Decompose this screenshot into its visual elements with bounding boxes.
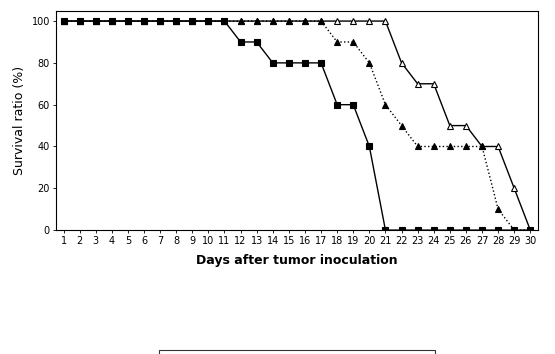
Control [205,19,211,23]
고로써 수액 [76,19,83,23]
Control [478,228,485,232]
고로써 수액 [108,19,115,23]
Control [237,40,244,44]
우산고로써 수액 [527,228,534,232]
Control [350,103,356,107]
고로써 수액 [205,19,211,23]
우산고로써 수액 [285,19,292,23]
우산고로써 수액 [253,19,260,23]
우산고로써 수액 [431,82,437,86]
Control [221,19,228,23]
고로써 수액 [237,19,244,23]
고로써 수액 [60,19,67,23]
고로써 수액 [334,40,340,44]
우산고로써 수액 [511,186,517,190]
고로써 수액 [269,19,276,23]
고로써 수액 [414,144,421,149]
우산고로써 수액 [140,19,147,23]
고로써 수액 [140,19,147,23]
Control [431,228,437,232]
고로써 수액 [221,19,228,23]
고로써 수액 [173,19,179,23]
Control [60,19,67,23]
Control [189,19,196,23]
고로써 수액 [462,144,469,149]
우산고로써 수액 [414,82,421,86]
Control [495,228,502,232]
고로써 수액 [253,19,260,23]
고로써 수액 [157,19,164,23]
고로써 수액 [495,207,502,211]
우산고로써 수액 [124,19,131,23]
Control [108,19,115,23]
Control [269,61,276,65]
우산고로써 수액 [108,19,115,23]
우산고로써 수액 [157,19,164,23]
우산고로써 수액 [495,144,502,149]
고로써 수액 [446,144,453,149]
우산고로써 수액 [398,61,405,65]
우산고로써 수액 [173,19,179,23]
고로써 수액 [285,19,292,23]
고로써 수액 [366,61,373,65]
우산고로써 수액 [350,19,356,23]
고로써 수액 [317,19,324,23]
Control [173,19,179,23]
우산고로써 수액 [221,19,228,23]
우산고로써 수액 [205,19,211,23]
우산고로써 수액 [446,124,453,128]
고로써 수액 [92,19,99,23]
우산고로써 수액 [237,19,244,23]
우산고로써 수액 [60,19,67,23]
Control [285,61,292,65]
고로써 수액 [478,144,485,149]
고로써 수액 [382,103,388,107]
Control [527,228,534,232]
우산고로써 수액 [462,124,469,128]
고로써 수액 [302,19,309,23]
Control [398,228,405,232]
Line: 고로써 수액: 고로써 수액 [60,18,534,234]
Control [76,19,83,23]
Control [253,40,260,44]
Control [462,228,469,232]
고로써 수액 [124,19,131,23]
고로써 수액 [350,40,356,44]
우산고로써 수액 [92,19,99,23]
Control [92,19,99,23]
Control [317,61,324,65]
Control [414,228,421,232]
X-axis label: Days after tumor inoculation: Days after tumor inoculation [196,254,398,267]
Control [157,19,164,23]
우산고로써 수액 [334,19,340,23]
우산고로써 수액 [189,19,196,23]
Control [511,228,517,232]
Control [302,61,309,65]
우산고로써 수액 [76,19,83,23]
Y-axis label: Survival ratio (%): Survival ratio (%) [13,66,26,175]
우산고로써 수액 [302,19,309,23]
고로써 수액 [398,124,405,128]
고로써 수액 [511,228,517,232]
Line: 우산고로써 수액: 우산고로써 수액 [60,18,534,234]
고로써 수액 [189,19,196,23]
고로써 수액 [431,144,437,149]
우산고로써 수액 [478,144,485,149]
Control [124,19,131,23]
Control [140,19,147,23]
우산고로써 수액 [382,19,388,23]
Control [366,144,373,149]
고로써 수액 [527,228,534,232]
Control [334,103,340,107]
우산고로써 수액 [366,19,373,23]
Legend: Control, 우산고로써 수액, 고로써 수액: Control, 우산고로써 수액, 고로써 수액 [159,350,435,354]
우산고로써 수액 [269,19,276,23]
Control [382,228,388,232]
우산고로써 수액 [317,19,324,23]
Line: Control: Control [60,18,533,233]
Control [446,228,453,232]
